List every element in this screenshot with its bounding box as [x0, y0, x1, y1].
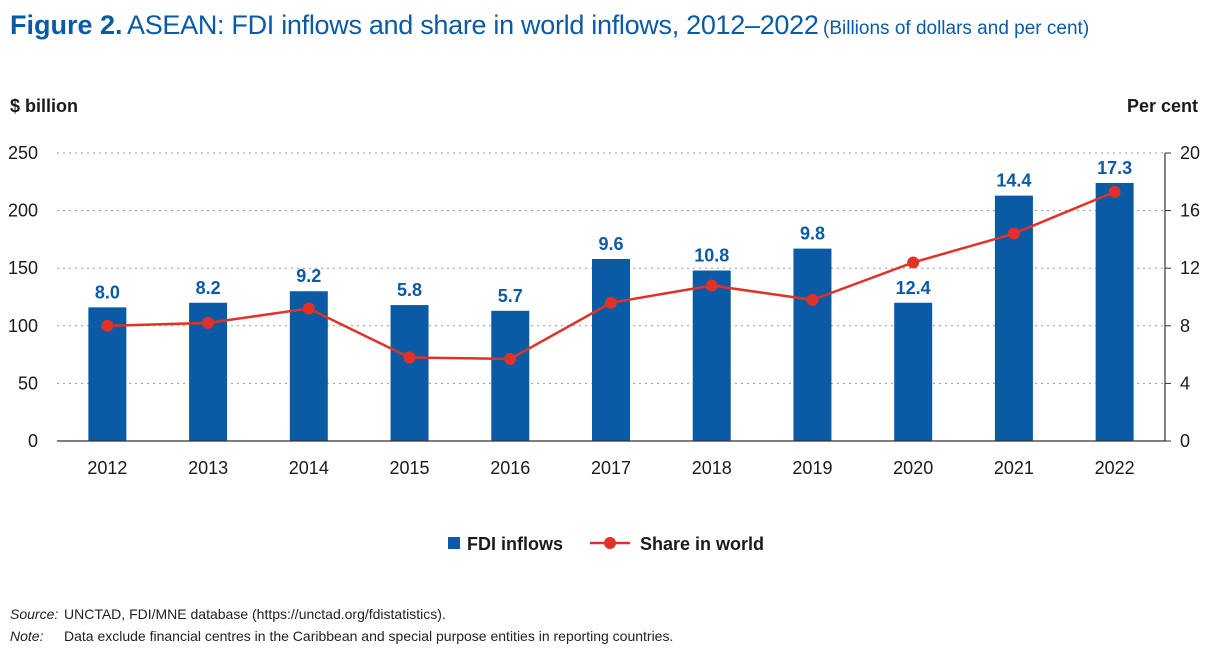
- right-tick-label: 16: [1180, 201, 1200, 221]
- share-in-world-point: [504, 352, 517, 365]
- bar-fdi-inflows: [894, 302, 933, 441]
- figure-title-text: ASEAN: FDI inflows and share in world in…: [126, 10, 819, 40]
- x-tick-label: 2017: [591, 458, 631, 478]
- left-tick-label: 200: [8, 201, 38, 221]
- x-tick-label: 2014: [289, 458, 329, 478]
- bar-value-label: 9.2: [296, 266, 321, 286]
- share-in-world-point: [1007, 227, 1020, 240]
- legend-swatch-fdi-inflows: [448, 537, 460, 549]
- legend-marker-share-in-world: [604, 537, 616, 549]
- figure-notes: Source: UNCTAD, FDI/MNE database (https:/…: [10, 603, 673, 647]
- legend-label-share-in-world: Share in world: [640, 534, 764, 554]
- legend-label-fdi-inflows: FDI inflows: [467, 534, 563, 554]
- bar-value-label: 8.0: [95, 282, 120, 302]
- bar-value-label: 5.7: [498, 286, 523, 306]
- x-tick-label: 2016: [490, 458, 530, 478]
- bar-value-label: 17.3: [1097, 158, 1132, 178]
- right-tick-label: 4: [1180, 373, 1190, 393]
- x-tick-label: 2020: [893, 458, 933, 478]
- x-tick-label: 2012: [87, 458, 127, 478]
- left-tick-label: 150: [8, 258, 38, 278]
- bar-fdi-inflows: [289, 291, 328, 441]
- x-tick-label: 2019: [792, 458, 832, 478]
- bar-value-label: 14.4: [996, 171, 1031, 191]
- x-tick-label: 2022: [1095, 458, 1135, 478]
- share-in-world-point: [907, 256, 920, 269]
- x-tick-label: 2013: [188, 458, 228, 478]
- left-tick-label: 0: [28, 431, 38, 451]
- right-axis-title: Per cent: [1127, 96, 1198, 116]
- figure-number: Figure 2.: [10, 10, 123, 40]
- left-tick-label: 100: [8, 316, 38, 336]
- right-tick-label: 8: [1180, 316, 1190, 336]
- left-tick-label: 250: [8, 143, 38, 163]
- source-label: Source:: [10, 606, 59, 622]
- x-tick-label: 2015: [390, 458, 430, 478]
- bar-value-label: 12.4: [896, 278, 931, 298]
- share-in-world-point: [302, 302, 315, 315]
- left-axis-title: $ billion: [10, 96, 78, 116]
- share-in-world-point: [705, 279, 718, 292]
- bar-value-label: 9.8: [800, 224, 825, 244]
- note-text: Data exclude financial centres in the Ca…: [64, 628, 674, 644]
- share-in-world-point: [202, 316, 215, 329]
- right-tick-label: 12: [1180, 258, 1200, 278]
- share-in-world-point: [403, 351, 416, 364]
- bar-value-label: 8.2: [196, 278, 221, 298]
- bar-fdi-inflows: [692, 270, 731, 441]
- right-tick-label: 20: [1180, 143, 1200, 163]
- bar-value-label: 5.8: [397, 280, 422, 300]
- share-in-world-point: [1108, 185, 1121, 198]
- share-in-world-point: [605, 296, 617, 309]
- bar-fdi-inflows: [491, 310, 530, 441]
- left-tick-label: 50: [18, 373, 38, 393]
- bar-value-label: 10.8: [694, 246, 729, 266]
- share-in-world-point: [101, 319, 114, 332]
- note-row: Note: Data exclude financial centres in t…: [10, 625, 673, 647]
- source-text: UNCTAD, FDI/MNE database (https://unctad…: [64, 606, 446, 622]
- share-in-world-point: [806, 293, 819, 306]
- source-row: Source: UNCTAD, FDI/MNE database (https:/…: [10, 603, 673, 625]
- figure-title: Figure 2. ASEAN: FDI inflows and share i…: [10, 10, 1089, 41]
- right-tick-label: 0: [1180, 431, 1190, 451]
- bar-fdi-inflows: [390, 305, 429, 441]
- x-tick-label: 2018: [692, 458, 732, 478]
- bar-value-label: 9.6: [598, 234, 623, 254]
- bar-fdi-inflows: [793, 248, 832, 441]
- bar-fdi-inflows: [1095, 182, 1134, 441]
- note-label: Note:: [10, 628, 44, 644]
- bar-fdi-inflows: [592, 258, 630, 441]
- x-tick-label: 2021: [994, 458, 1034, 478]
- figure-units: (Billions of dollars and per cent): [823, 18, 1090, 39]
